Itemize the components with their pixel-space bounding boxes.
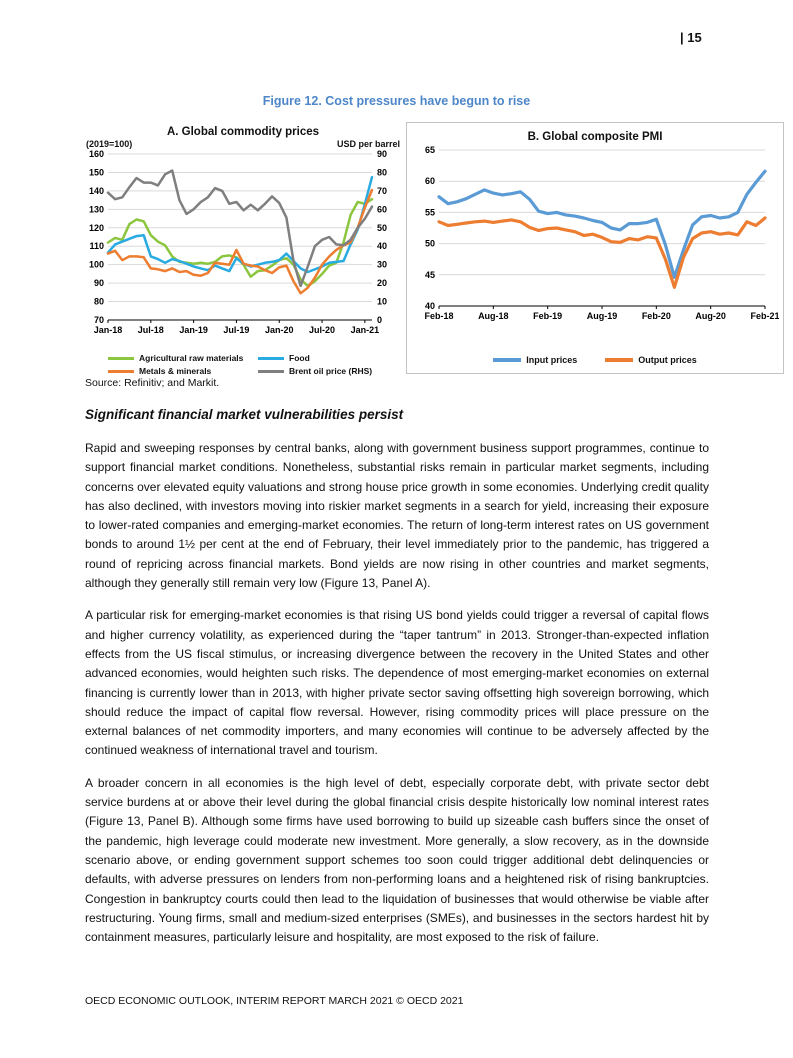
legend-swatch: [493, 358, 522, 362]
legend-swatch: [108, 369, 134, 373]
svg-text:Jan-21: Jan-21: [351, 325, 380, 335]
right-axis-unit-label: USD per barrel: [336, 139, 400, 149]
svg-text:40: 40: [377, 241, 387, 251]
legend-swatch: [258, 369, 284, 373]
legend-item: Food: [258, 353, 402, 363]
svg-text:10: 10: [377, 297, 387, 307]
svg-text:60: 60: [425, 176, 435, 186]
series-line-agricultural-raw-materials: [106, 197, 374, 288]
gridlines: [107, 153, 372, 323]
svg-text:70: 70: [94, 315, 104, 325]
svg-text:Aug-20: Aug-20: [695, 311, 726, 321]
figure-charts: A. Global commodity prices (2019=100) US…: [84, 122, 784, 376]
svg-text:80: 80: [94, 297, 104, 307]
legend-swatch: [258, 356, 284, 360]
svg-text:20: 20: [377, 278, 387, 288]
paragraph: A broader concern in all economies is th…: [85, 775, 709, 945]
figure-title: Figure 12. Cost pressures have begun to …: [262, 94, 531, 108]
legend-label: Brent oil price (RHS): [289, 366, 373, 376]
svg-text:65: 65: [425, 145, 435, 155]
series-line-brent-oil-price-rhs-: [106, 169, 374, 288]
svg-text:Jan-20: Jan-20: [265, 325, 294, 335]
body-text: Rapid and sweeping responses by central …: [85, 439, 709, 960]
figure-source: Source: Refinitiv; and Markit.: [85, 377, 220, 389]
svg-text:0: 0: [377, 315, 382, 325]
panel-a-axis-sublabels: (2019=100) USD per barrel: [84, 139, 402, 150]
svg-text:Aug-18: Aug-18: [478, 311, 509, 321]
svg-text:100: 100: [89, 260, 104, 270]
svg-text:50: 50: [425, 239, 435, 249]
svg-text:140: 140: [89, 186, 104, 196]
panel-a-legend: Agricultural raw materials Food Metals & m…: [84, 353, 402, 376]
series-lines: [106, 169, 374, 295]
legend-label: Metals & minerals: [139, 366, 212, 376]
svg-text:160: 160: [89, 150, 104, 159]
svg-text:Aug-19: Aug-19: [587, 311, 618, 321]
paragraph: Rapid and sweeping responses by central …: [85, 441, 709, 591]
legend-label: Output prices: [638, 355, 697, 365]
svg-text:Feb-20: Feb-20: [642, 311, 671, 321]
svg-text:Jul-19: Jul-19: [223, 325, 249, 335]
series-lines: [437, 169, 767, 289]
panel-a-plot: 70 80 90 100 110 120 130 140 150 160 0 10 20 30 40 50 60…: [89, 149, 387, 335]
svg-text:80: 80: [377, 167, 387, 177]
svg-text:110: 110: [89, 241, 104, 251]
svg-text:120: 120: [89, 223, 104, 233]
panel-b-composite-pmi: B. Global composite PMI 40 45 50 55 60 65 Feb-…: [406, 122, 784, 374]
panel-b-title: B. Global composite PMI: [527, 131, 663, 143]
legend-item: Output prices: [605, 355, 697, 365]
legend-swatch: [108, 356, 134, 360]
panel-a-title: A. Global commodity prices: [166, 126, 320, 138]
axis-tick-labels: 40 45 50 55 60 65 Feb-18 Aug-18 Feb-19 Aug-19 Feb-…: [424, 145, 779, 321]
svg-text:Feb-19: Feb-19: [533, 311, 562, 321]
legend-item: Agricultural raw materials: [108, 353, 258, 363]
svg-text:70: 70: [377, 186, 387, 196]
legend-label: Agricultural raw materials: [139, 353, 244, 363]
svg-text:Feb-21: Feb-21: [750, 311, 779, 321]
svg-text:Jul-20: Jul-20: [309, 325, 335, 335]
svg-text:55: 55: [425, 207, 435, 217]
axis-tick-labels: 70 80 90 100 110 120 130 140 150 160 0 10 20 30 40 50 60…: [89, 149, 387, 335]
series-line-input-prices: [437, 169, 767, 279]
section-heading: Significant financial market vulnerabili…: [85, 407, 404, 422]
legend-item: Input prices: [493, 355, 577, 365]
panel-b-plot: 40 45 50 55 60 65 Feb-18 Aug-18 Feb-19 Aug-19 Feb-…: [424, 145, 779, 321]
svg-text:Feb-18: Feb-18: [424, 311, 453, 321]
svg-text:90: 90: [377, 150, 387, 159]
legend-label: Input prices: [526, 355, 578, 365]
series-line-metals-minerals: [106, 188, 374, 295]
svg-text:Jul-18: Jul-18: [138, 325, 164, 335]
page-number: | 15: [680, 30, 702, 45]
svg-text:60: 60: [377, 204, 387, 214]
left-axis-unit-label: (2019=100): [86, 139, 133, 149]
svg-text:130: 130: [89, 204, 104, 214]
series-line-output-prices: [437, 216, 767, 289]
legend-swatch: [605, 358, 634, 362]
paragraph: A particular risk for emerging-market ec…: [85, 608, 709, 758]
svg-text:Jan-19: Jan-19: [179, 325, 208, 335]
svg-text:Jan-18: Jan-18: [94, 325, 123, 335]
panel-b-legend: Input prices Output prices: [411, 355, 779, 365]
svg-text:50: 50: [377, 223, 387, 233]
svg-text:30: 30: [377, 260, 387, 270]
svg-text:150: 150: [89, 167, 104, 177]
svg-text:90: 90: [94, 278, 104, 288]
legend-item: Brent oil price (RHS): [258, 366, 402, 376]
series-line-food: [106, 175, 374, 274]
svg-text:40: 40: [425, 301, 435, 311]
legend-item: Metals & minerals: [108, 366, 258, 376]
legend-label: Food: [289, 353, 310, 363]
panel-a-commodity-prices: A. Global commodity prices (2019=100) US…: [84, 122, 402, 376]
svg-text:45: 45: [425, 270, 435, 280]
gridlines: [438, 149, 766, 309]
page-footer: OECD ECONOMIC OUTLOOK, INTERIM REPORT MA…: [85, 995, 464, 1007]
